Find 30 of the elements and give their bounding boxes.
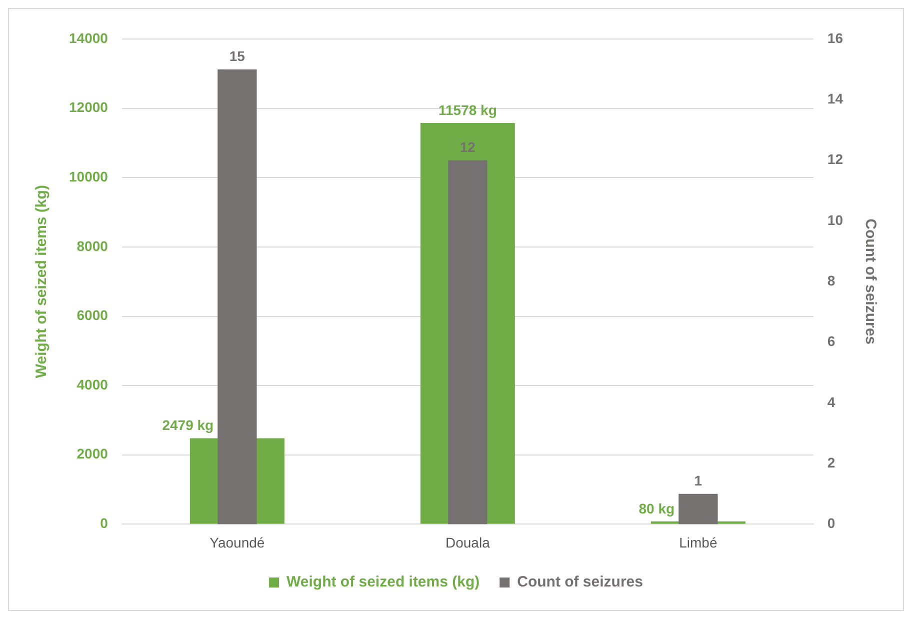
data-label: 2479 kg — [162, 417, 214, 434]
y-tick-label: 12000 — [68, 99, 108, 116]
data-label: 11578 kg — [438, 102, 497, 118]
y2-tick-label: 12 — [827, 151, 844, 168]
data-label: 1 — [694, 472, 702, 489]
legend-label: Count of seizures — [517, 574, 643, 591]
y-tick-label: 4000 — [76, 376, 108, 392]
y2-tick-label: 16 — [827, 30, 844, 46]
y-tick-label: 14000 — [68, 30, 108, 46]
y2-tick-label: 8 — [827, 272, 836, 288]
data-label: 80 kg — [638, 500, 675, 516]
y2-tick-label: 4 — [827, 394, 836, 410]
data-label: 12 — [460, 139, 476, 156]
y-tick-label: 6000 — [76, 307, 108, 324]
y-tick-label: 0 — [100, 515, 108, 532]
legend-label: Weight of seized items (kg) — [286, 574, 480, 591]
y-tick-label: 8000 — [76, 238, 108, 254]
y-axis-title: Weight of seized items (kg) — [33, 185, 50, 378]
x-tick-label: Douala — [445, 534, 490, 550]
y2-tick-label: 14 — [827, 90, 844, 107]
x-tick-label: Limbé — [679, 534, 718, 550]
y2-axis-title: Count of seizures — [862, 218, 879, 345]
y-tick-label: 2000 — [76, 446, 108, 462]
y-tick-label: 10000 — [68, 168, 108, 184]
y2-tick-label: 10 — [827, 212, 844, 228]
y2-tick-label: 6 — [827, 333, 836, 350]
y2-tick-label: 0 — [827, 515, 836, 532]
x-tick-label: Yaoundé — [210, 534, 265, 550]
data-label: 15 — [229, 48, 246, 64]
y2-tick-label: 2 — [827, 454, 836, 470]
